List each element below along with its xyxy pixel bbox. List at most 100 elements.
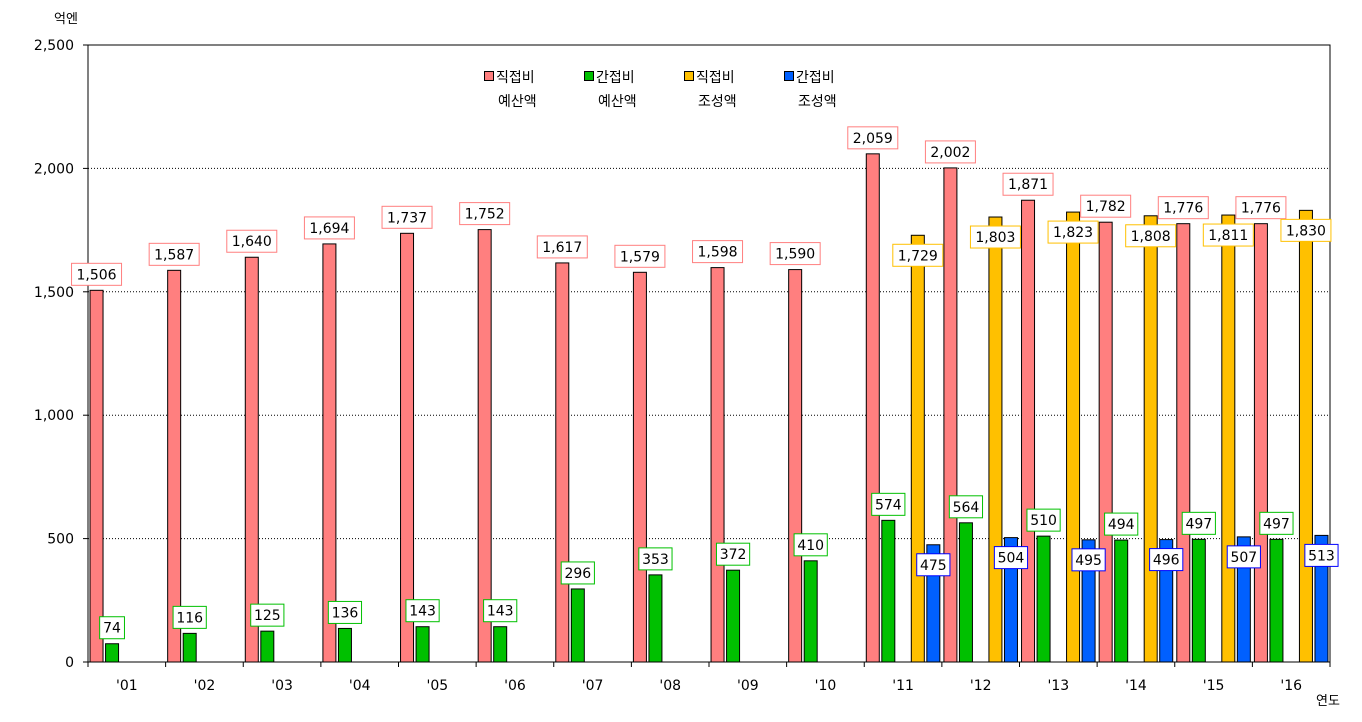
bar bbox=[105, 643, 120, 663]
x-tick-label: '10 bbox=[815, 678, 837, 694]
data-label: 2,059 bbox=[853, 131, 893, 147]
x-tick-label: '12 bbox=[970, 678, 992, 694]
data-label-box bbox=[459, 202, 511, 226]
data-label-box bbox=[1226, 545, 1261, 569]
data-label: 1,598 bbox=[697, 245, 737, 261]
y-tick-label: 2,000 bbox=[34, 161, 74, 177]
data-label: 507 bbox=[1230, 550, 1257, 566]
data-label-box bbox=[1202, 223, 1254, 247]
data-label-box bbox=[99, 616, 125, 640]
data-label: 372 bbox=[720, 547, 747, 563]
data-label-box bbox=[226, 229, 278, 253]
data-label: 513 bbox=[1308, 548, 1335, 564]
bar bbox=[943, 167, 958, 663]
bar bbox=[555, 262, 570, 663]
data-label-box bbox=[793, 533, 828, 557]
data-label: 1,694 bbox=[309, 221, 349, 237]
bar bbox=[1021, 199, 1036, 663]
x-tick-label: '16 bbox=[1280, 678, 1302, 694]
bar bbox=[788, 269, 803, 663]
bar bbox=[570, 588, 585, 663]
bar bbox=[337, 627, 352, 663]
legend-swatch bbox=[684, 71, 694, 81]
data-label-box bbox=[172, 605, 207, 629]
data-label: 410 bbox=[797, 538, 824, 554]
data-label-box bbox=[71, 262, 123, 286]
data-label-box bbox=[1280, 218, 1332, 242]
legend-item-direct-budget: 직접비 예산액 bbox=[484, 66, 584, 114]
data-label: 1,506 bbox=[76, 267, 116, 283]
legend-label-line1: 간접비 bbox=[796, 70, 835, 86]
data-label: 125 bbox=[254, 608, 281, 624]
data-label: 504 bbox=[998, 551, 1025, 567]
bar bbox=[260, 630, 275, 663]
legend-label-line1: 간접비 bbox=[596, 70, 635, 86]
data-label: 1,617 bbox=[542, 240, 582, 256]
data-label-box bbox=[924, 140, 976, 164]
bar bbox=[415, 626, 430, 663]
bar bbox=[477, 229, 492, 663]
data-label-box bbox=[148, 242, 200, 266]
legend-label-line2: 조성액 bbox=[798, 94, 837, 110]
y-unit-label: 억엔 bbox=[54, 12, 78, 27]
x-tick-label: '08 bbox=[659, 678, 681, 694]
x-tick-label: '15 bbox=[1203, 678, 1225, 694]
data-label: 296 bbox=[564, 566, 591, 582]
data-label-box bbox=[1304, 543, 1339, 567]
bar bbox=[1143, 215, 1158, 663]
bar bbox=[1221, 214, 1236, 663]
data-label: 564 bbox=[953, 500, 980, 516]
data-label-box bbox=[1259, 511, 1294, 535]
data-label: 495 bbox=[1075, 553, 1102, 569]
data-label: 74 bbox=[103, 621, 121, 637]
data-label-box bbox=[1104, 512, 1139, 536]
bar bbox=[1269, 538, 1284, 663]
data-label: 475 bbox=[920, 558, 947, 574]
data-label: 510 bbox=[1030, 513, 1057, 529]
data-label: 1,579 bbox=[620, 249, 660, 265]
data-label: 1,811 bbox=[1208, 228, 1248, 244]
y-tick-label: 0 bbox=[65, 655, 74, 671]
data-label-box bbox=[327, 600, 363, 624]
bar bbox=[1114, 539, 1129, 663]
legend-item-direct-fund: 직접비 조성액 bbox=[684, 66, 784, 114]
data-label: 1,776 bbox=[1241, 201, 1281, 217]
data-label: 1,590 bbox=[775, 247, 815, 263]
data-label: 1,808 bbox=[1131, 229, 1171, 245]
data-label-box bbox=[692, 240, 744, 264]
x-tick-label: '11 bbox=[892, 678, 914, 694]
x-tick-label: '06 bbox=[504, 678, 526, 694]
y-tick-label: 1,000 bbox=[34, 408, 74, 424]
bar bbox=[1036, 535, 1051, 663]
bar bbox=[881, 519, 896, 663]
data-label-box bbox=[993, 546, 1029, 570]
bar bbox=[958, 522, 973, 663]
data-label: 1,737 bbox=[387, 210, 427, 226]
data-label-box bbox=[892, 243, 944, 267]
data-label-box bbox=[948, 495, 984, 519]
bar bbox=[803, 560, 818, 663]
bar bbox=[182, 632, 197, 663]
bar bbox=[910, 234, 925, 663]
data-label-box bbox=[969, 225, 1021, 249]
data-label-box bbox=[303, 216, 355, 240]
legend-item-indirect-fund: 간접비 조성액 bbox=[784, 66, 884, 114]
x-tick-label: '02 bbox=[194, 678, 216, 694]
bar bbox=[726, 569, 741, 663]
data-label-box bbox=[638, 547, 673, 571]
legend-label-line1: 직접비 bbox=[496, 70, 535, 86]
data-label: 116 bbox=[176, 610, 203, 626]
bar bbox=[865, 153, 880, 663]
data-label: 143 bbox=[487, 604, 514, 620]
y-tick-label: 2,500 bbox=[34, 38, 74, 54]
data-label: 497 bbox=[1185, 516, 1212, 532]
data-label: 1,776 bbox=[1163, 201, 1203, 217]
bar bbox=[1253, 223, 1268, 663]
data-label: 1,823 bbox=[1053, 225, 1093, 241]
data-label-box bbox=[483, 599, 518, 623]
data-label-box bbox=[769, 242, 821, 266]
data-label: 496 bbox=[1153, 553, 1180, 569]
x-tick-label: '05 bbox=[426, 678, 448, 694]
data-label: 143 bbox=[409, 604, 436, 620]
